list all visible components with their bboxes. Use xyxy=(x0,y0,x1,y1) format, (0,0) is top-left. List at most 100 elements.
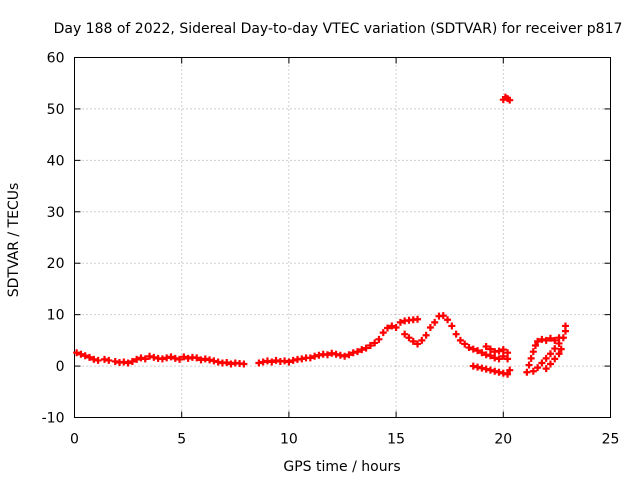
data-point xyxy=(527,354,535,362)
x-tick-label: 5 xyxy=(177,432,186,448)
data-point xyxy=(555,350,563,358)
data-point xyxy=(176,355,184,363)
data-point xyxy=(414,315,422,323)
data-point xyxy=(358,346,366,354)
x-tick-label: 25 xyxy=(602,432,620,448)
data-point xyxy=(538,359,546,367)
data-point xyxy=(551,336,559,344)
data-point xyxy=(444,316,452,324)
data-point xyxy=(531,342,539,349)
data-point xyxy=(504,355,512,363)
y-tick-label: 10 xyxy=(47,308,65,324)
data-point xyxy=(486,352,494,360)
data-point xyxy=(495,347,503,355)
data-point xyxy=(439,312,447,320)
x-tick-label: 20 xyxy=(494,432,512,448)
data-point xyxy=(431,318,439,326)
data-point xyxy=(506,96,514,104)
data-point xyxy=(465,344,473,352)
data-point xyxy=(409,337,417,345)
data-point xyxy=(124,359,132,367)
data-point xyxy=(478,349,486,357)
x-tick-label: 0 xyxy=(70,432,79,448)
data-points xyxy=(73,93,569,378)
data-point xyxy=(551,355,559,363)
y-tick-label: 30 xyxy=(47,205,65,221)
data-point xyxy=(366,342,374,349)
data-point xyxy=(268,358,276,366)
x-axis-label: GPS time / hours xyxy=(283,459,400,475)
data-point xyxy=(405,334,413,342)
data-point xyxy=(105,356,113,364)
data-point xyxy=(180,353,188,361)
data-point xyxy=(486,345,494,353)
data-point xyxy=(504,349,512,357)
data-point xyxy=(193,354,201,362)
data-point xyxy=(426,324,434,331)
data-point xyxy=(392,324,400,331)
data-point xyxy=(133,355,141,363)
data-point xyxy=(474,347,482,355)
data-point xyxy=(546,350,554,358)
data-point xyxy=(469,345,477,353)
y-tick-label: 0 xyxy=(56,359,65,375)
data-point xyxy=(523,368,531,376)
grid xyxy=(74,57,611,418)
data-point xyxy=(542,354,550,362)
data-point xyxy=(534,337,542,345)
y-tick-label: -10 xyxy=(42,411,65,427)
data-point xyxy=(94,356,102,364)
data-point xyxy=(371,339,379,347)
data-point xyxy=(529,348,537,356)
data-point xyxy=(240,360,248,368)
data-point xyxy=(559,334,567,342)
data-point xyxy=(504,370,512,378)
data-point xyxy=(285,358,293,366)
x-tick-label: 10 xyxy=(280,432,298,448)
data-point xyxy=(341,352,349,360)
data-point xyxy=(546,334,554,342)
y-tick-label: 40 xyxy=(47,153,65,169)
data-point xyxy=(306,354,314,362)
data-point xyxy=(167,353,175,361)
data-point xyxy=(422,331,430,339)
data-point xyxy=(384,324,392,332)
data-point xyxy=(525,361,533,369)
data-point xyxy=(546,360,554,368)
data-point xyxy=(555,339,563,347)
data-point xyxy=(506,366,514,374)
plot-frame xyxy=(74,57,611,418)
chart-title: Day 188 of 2022, Sidereal Day-to-day VTE… xyxy=(54,21,623,37)
data-point xyxy=(401,330,409,338)
data-point xyxy=(375,335,383,343)
data-point xyxy=(542,365,550,373)
data-point xyxy=(499,346,507,354)
data-point xyxy=(414,340,422,348)
data-point xyxy=(128,357,136,365)
y-tick-label: 60 xyxy=(47,51,65,67)
data-point xyxy=(396,318,404,326)
data-point xyxy=(223,358,231,366)
data-point xyxy=(542,336,550,344)
y-tick-label: 50 xyxy=(47,102,65,118)
data-point xyxy=(534,364,542,372)
data-point xyxy=(456,336,464,344)
data-point xyxy=(77,350,85,358)
data-point xyxy=(345,351,353,359)
y-tick-label: 20 xyxy=(47,256,65,272)
data-point xyxy=(495,355,503,363)
data-point xyxy=(482,343,490,351)
data-point xyxy=(362,344,370,352)
data-point xyxy=(551,345,559,353)
data-point xyxy=(141,355,149,363)
data-point xyxy=(388,322,396,330)
axis-ticks: 0 5 10 15 20 25 -10 0 10 20 30 40 50 60 xyxy=(42,51,620,448)
data-point xyxy=(499,352,507,360)
data-point xyxy=(448,322,456,330)
data-point xyxy=(354,348,362,356)
data-point xyxy=(73,349,81,357)
x-tick-label: 15 xyxy=(387,432,405,448)
data-point xyxy=(561,322,569,330)
data-point xyxy=(81,352,89,360)
data-point xyxy=(86,353,94,361)
